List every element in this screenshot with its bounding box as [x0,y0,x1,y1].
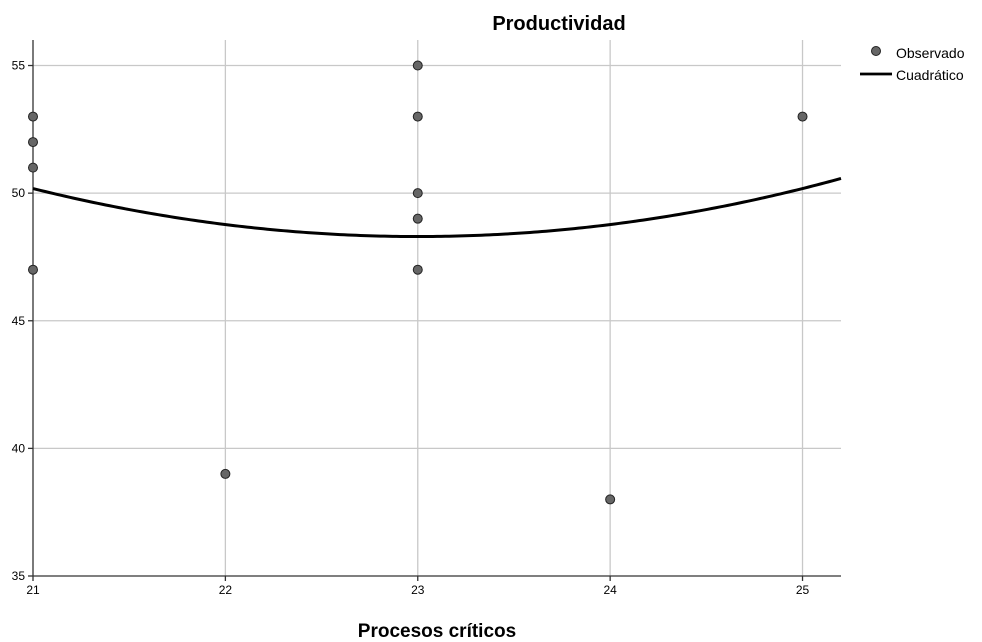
x-tick-label: 22 [219,583,233,597]
legend-marker-observado [871,46,881,56]
tick-labels: 21 22 23 24 25 35 40 45 50 55 [12,59,810,597]
chart-title: Productividad [492,13,625,35]
data-point [28,111,38,122]
x-tick-label: 23 [411,583,425,597]
data-point [28,162,38,173]
data-point [605,494,616,505]
fit-curve-cuadratico [32,177,842,239]
x-tick-label: 21 [26,583,40,597]
x-axis-label: Procesos críticos [358,621,516,642]
y-tick-label: 35 [12,569,26,583]
x-tick-label: 24 [603,583,617,597]
data-point [412,213,423,224]
y-tick-label: 40 [12,441,26,455]
data-point [412,264,423,275]
data-point [412,111,423,122]
grid-lines [33,40,841,576]
data-point [28,137,38,148]
data-point [28,264,38,275]
data-point [412,188,423,199]
legend-label-observado: Observado [896,45,965,61]
legend: Observado Cuadrático [860,45,965,83]
data-point [797,111,808,122]
axes [28,40,841,581]
data-point [220,468,231,479]
legend-label-cuadratico: Cuadrático [896,67,964,83]
fit-curve-layer [32,177,842,239]
data-point [412,60,423,71]
y-tick-label: 45 [12,314,26,328]
x-tick-label: 25 [796,583,810,597]
y-tick-label: 50 [12,186,26,200]
y-tick-label: 55 [12,59,26,73]
data-points [28,60,808,505]
